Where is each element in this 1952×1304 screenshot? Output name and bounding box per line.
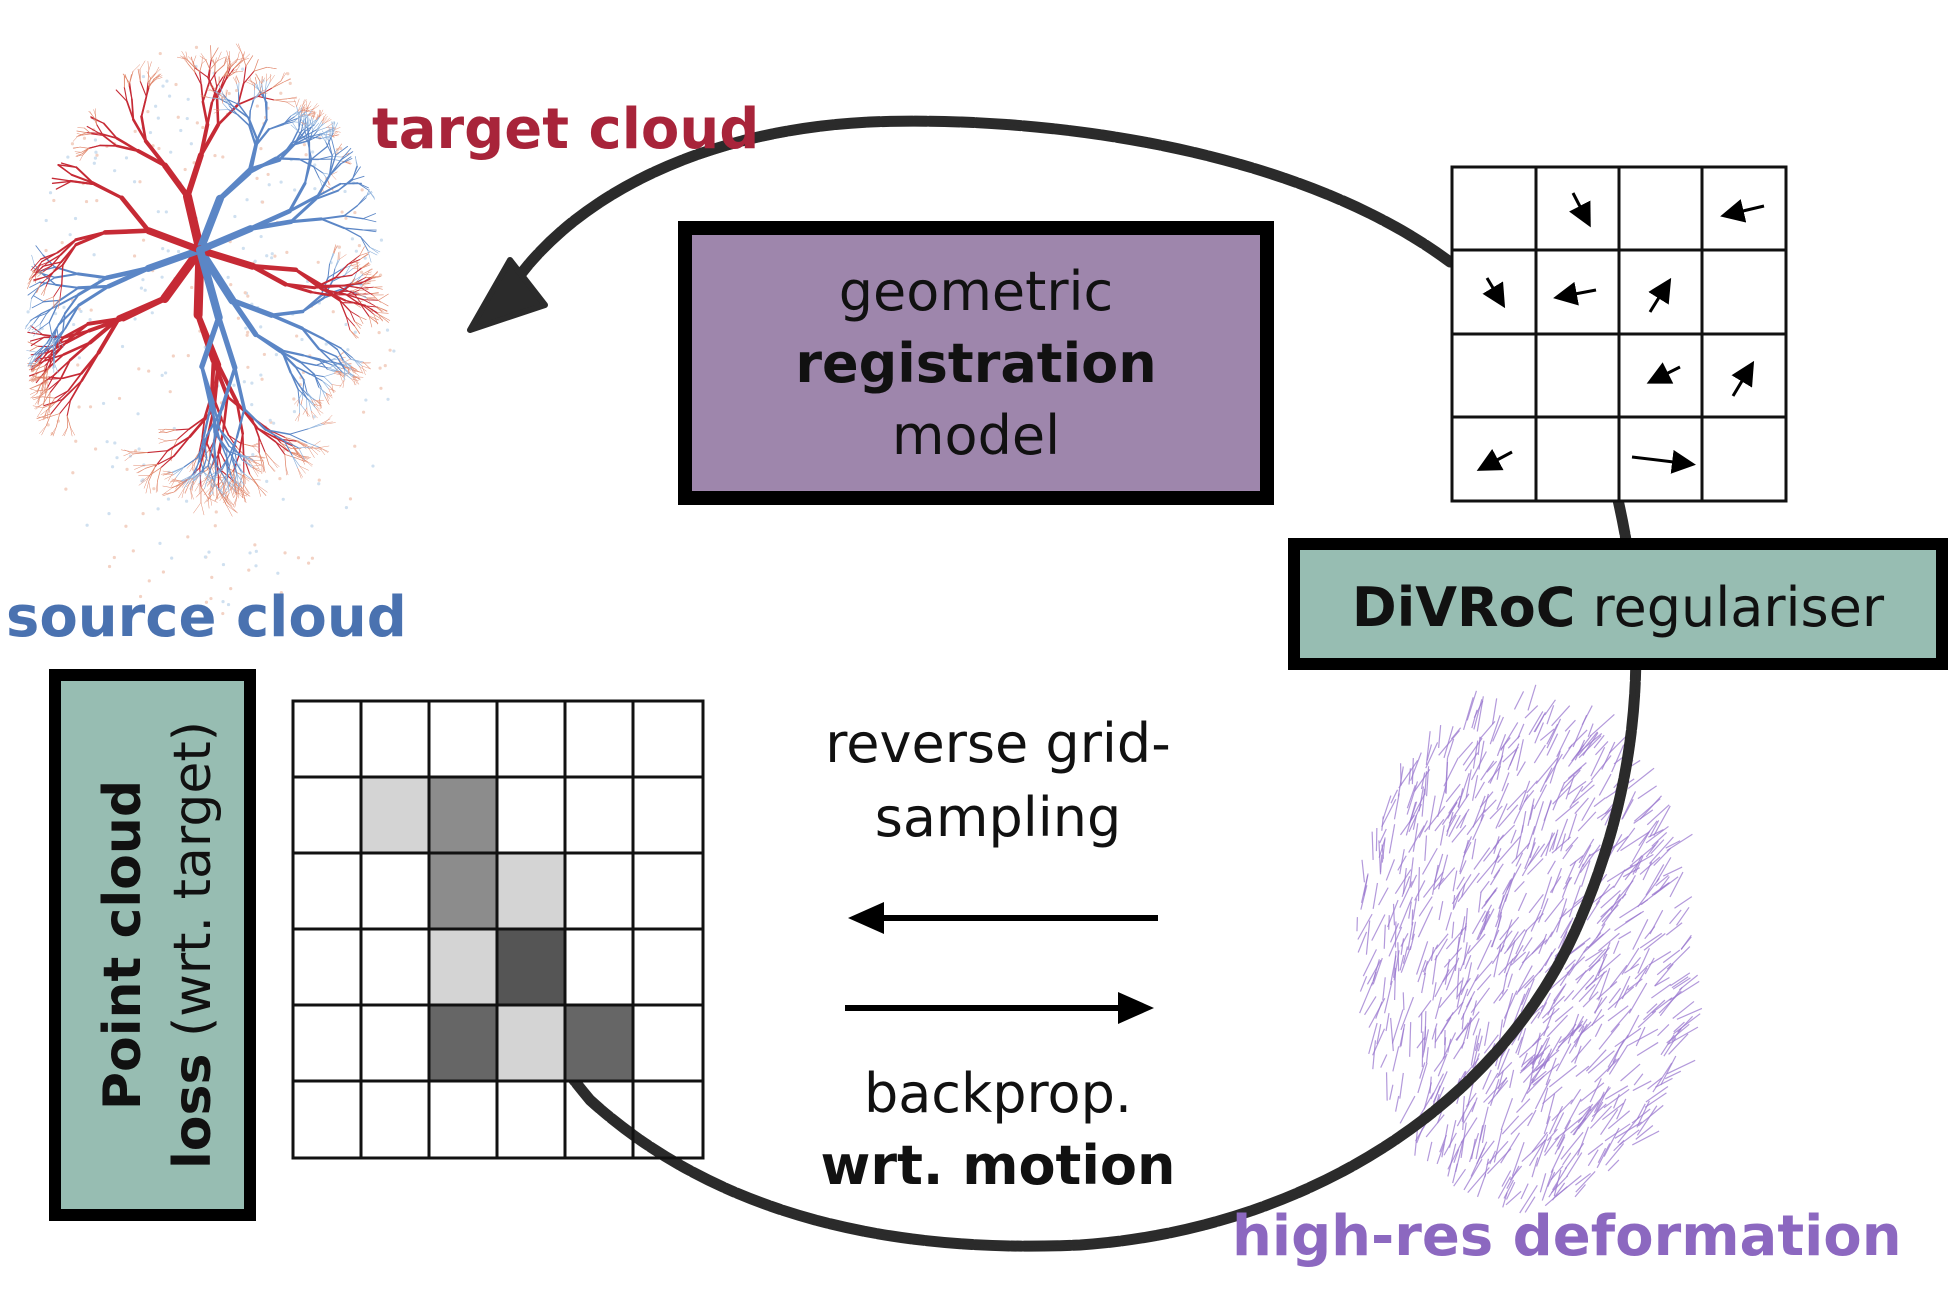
backprop-line-2: wrt. motion [821, 1134, 1176, 1197]
loss-line-2-normal: (wrt. target) [163, 721, 223, 1037]
point-cloud-loss-box: Point cloud loss (wrt. target) [49, 669, 256, 1221]
registration-line-3: model [892, 404, 1060, 467]
regulariser-bold-label: DiVRoC [1352, 576, 1575, 639]
backprop-line-1: backprop. [864, 1062, 1132, 1125]
geometric-registration-model-box: geometric registration model [678, 221, 1274, 505]
regulariser-normal-label: regulariser [1593, 576, 1885, 639]
target-cloud-label: target cloud [372, 97, 759, 162]
sampling-grid [291, 699, 705, 1160]
loss-line-2-bold: loss [163, 1054, 223, 1169]
svg-text:DiVRoC regulariser: DiVRoC regulariser [1352, 576, 1885, 639]
motion-vector-arrows [1476, 192, 1765, 474]
motion-grid [1450, 165, 1788, 503]
high-res-deformation-label: high-res deformation [1232, 1204, 1902, 1269]
source-cloud-label: source cloud [6, 585, 407, 650]
registration-line-2: registration [795, 332, 1156, 395]
registration-line-1: geometric [839, 260, 1113, 323]
cycle-loop-arrow [467, 115, 1642, 1252]
sampling-line-2: sampling [875, 786, 1122, 849]
divroc-regulariser-box: DiVRoC regulariser [1288, 538, 1948, 670]
right-arrow [845, 992, 1154, 1024]
left-arrow [848, 902, 1158, 934]
lung-point-cloud-image [24, 43, 396, 616]
svg-text:loss (wrt. target): loss (wrt. target) [163, 721, 223, 1169]
sampling-line-1: reverse grid- [825, 712, 1170, 775]
loss-line-1: Point cloud [93, 780, 153, 1110]
